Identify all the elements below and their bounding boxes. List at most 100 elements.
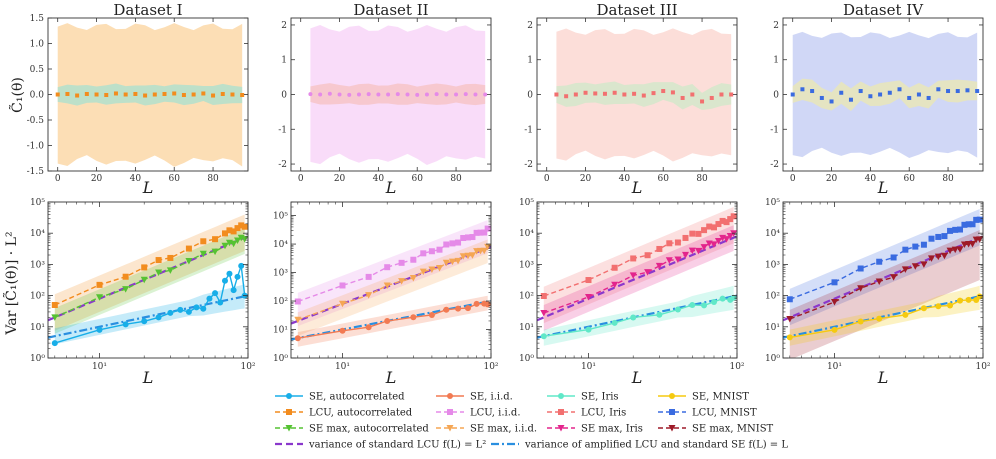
x-axis-label: L: [631, 368, 643, 387]
lcu-marker: [212, 236, 219, 243]
se-marker: [294, 335, 301, 342]
mean-point: [65, 91, 70, 96]
y-tick-label: 1: [281, 56, 287, 66]
y-tick-label: 10¹: [273, 326, 288, 336]
lcu-marker: [443, 241, 450, 248]
semax-marker: [140, 276, 148, 284]
x-tick-label: 80: [450, 174, 462, 184]
semax-marker: [230, 240, 238, 248]
semax-marker: [928, 255, 936, 262]
y-tick-label: 2: [281, 21, 287, 31]
semax-marker: [122, 286, 130, 293]
semax-marker: [211, 248, 219, 256]
x-axis-label: L: [142, 368, 154, 387]
mean-point: [94, 92, 99, 97]
x-tick-label: 20: [334, 174, 346, 184]
se-marker: [177, 306, 184, 313]
lcu-marker: [241, 223, 248, 230]
axes-frame: [536, 201, 738, 359]
x-tick-label: 80: [942, 174, 954, 184]
se-marker: [710, 298, 717, 305]
se-marker: [51, 340, 58, 347]
lcu-marker: [935, 233, 942, 240]
lcu-marker: [710, 224, 717, 231]
y-tick-label: 2: [773, 21, 779, 31]
legend-label: LCU, Iris: [581, 408, 626, 419]
mean-point: [454, 92, 459, 97]
lcu-marker: [630, 255, 637, 262]
semax-marker: [960, 241, 968, 249]
semax-marker: [710, 241, 718, 248]
bottom-panel-3: 10⁰ 10¹ 10² 10³ 10⁴ 10⁵ 10¹ 10² L: [519, 198, 745, 387]
mean-point: [680, 95, 685, 100]
lcu-marker: [876, 258, 883, 265]
lcu-marker: [449, 240, 456, 247]
inner-band: [57, 83, 243, 106]
lcu-marker: [786, 296, 793, 303]
se-marker: [238, 262, 245, 269]
legend-marker: [285, 425, 293, 432]
x-tick-label: 40: [130, 174, 142, 184]
se-marker: [920, 305, 927, 312]
semax-marker: [946, 247, 954, 255]
semax-marker: [234, 237, 242, 245]
legend-marker: [447, 393, 453, 399]
se-marker: [96, 326, 103, 333]
lcu-marker: [956, 226, 963, 233]
mean-point: [554, 92, 559, 97]
lcu-marker: [51, 301, 58, 308]
plot-area: [48, 214, 248, 347]
legend-marker: [558, 409, 564, 415]
y-tick-label: 10⁰: [765, 354, 780, 364]
y-tick-label: 10⁰: [273, 354, 288, 364]
mean-point: [641, 93, 646, 98]
lcu-marker: [122, 273, 129, 280]
se-marker: [339, 327, 346, 334]
lcu-marker: [656, 245, 663, 252]
semax-marker: [51, 314, 59, 321]
x-tick-label: 10²: [975, 362, 990, 372]
se-marker: [630, 314, 637, 321]
bottom-panel-1: 10⁰ 10¹ 10² 10³ 10⁴ 10⁵ 10¹ 10² L: [30, 198, 256, 387]
se-marker: [212, 290, 219, 297]
x-tick-label: 20: [91, 174, 103, 184]
y-tick-label: 10⁴: [273, 240, 288, 250]
semax-marker: [940, 252, 948, 260]
mean-point: [84, 91, 89, 96]
mean-point: [878, 92, 883, 97]
legend-marker: [286, 409, 292, 415]
mean-point: [152, 92, 157, 97]
mean-point: [366, 92, 371, 97]
se-marker: [206, 295, 213, 302]
legend-marker: [669, 393, 675, 399]
semax-marker: [786, 315, 794, 323]
lcu-marker: [715, 221, 722, 228]
inner-band: [792, 78, 978, 112]
legend-marker: [286, 393, 292, 399]
mean-point: [916, 92, 921, 97]
semax-marker: [409, 274, 417, 282]
se-marker: [976, 293, 983, 300]
semax-marker: [459, 253, 467, 260]
x-axis-label: L: [385, 368, 397, 387]
semax-marker: [365, 292, 373, 299]
mean-point: [415, 92, 420, 97]
mean-point: [434, 92, 439, 97]
semax-marker: [911, 263, 919, 270]
mean-point: [143, 93, 148, 98]
y-tick-label: 2: [527, 21, 533, 31]
se-marker: [831, 326, 838, 333]
mean-point: [564, 94, 569, 99]
mean-point: [936, 87, 941, 92]
mean-point: [651, 91, 656, 96]
legend-marker: [447, 409, 453, 415]
lcu-marker: [339, 282, 346, 289]
y-tick-label: 0: [281, 91, 287, 101]
mean-point: [907, 95, 912, 100]
semax-marker: [540, 309, 548, 317]
mean-point: [318, 92, 323, 97]
semax-band: [54, 228, 245, 334]
y-tick-label: 10⁰: [519, 354, 534, 364]
